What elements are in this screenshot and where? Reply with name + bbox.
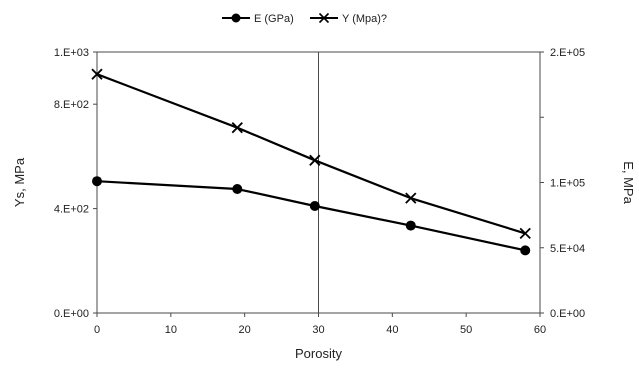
x-tick-label: 30 <box>312 324 324 336</box>
right-y-tick-label: 2.E+05 <box>550 47 585 59</box>
legend-marker-x <box>318 12 330 24</box>
data-point-x <box>309 154 321 166</box>
data-point-x <box>405 192 417 204</box>
data-point-x <box>231 122 243 134</box>
left-y-tick-label: 8.E+02 <box>54 99 89 111</box>
data-point-circle <box>309 200 320 211</box>
x-marker-stroke <box>519 227 531 240</box>
data-point-circle <box>232 184 243 195</box>
legend: E (GPa) Y (Mpa)? <box>222 12 387 25</box>
legend-item: Y (Mpa)? <box>310 12 387 25</box>
x-tick-label: 20 <box>239 324 251 336</box>
right-y-tick-label: 1.E+05 <box>550 178 585 190</box>
series-line <box>96 180 526 252</box>
left-y-axis-title: Ys, MPa <box>12 157 27 207</box>
x-axis-ticks: 0 10 20 30 40 50 60 <box>94 313 546 336</box>
data-point-circle <box>520 245 531 256</box>
x-tick-label: 0 <box>94 324 100 336</box>
x-marker-stroke <box>231 122 243 134</box>
x-marker-stroke <box>405 192 417 204</box>
right-y-tick-label: 5.E+04 <box>550 243 585 255</box>
legend-label: Y (Mpa)? <box>342 13 387 25</box>
left-y-axis-ticks: 0.E+00 4.E+02 8.E+02 1.E+03 <box>54 47 97 320</box>
series-group <box>91 68 531 256</box>
x-marker-stroke <box>91 68 103 80</box>
legend-item: E (GPa) <box>222 13 294 25</box>
data-point-x <box>519 227 531 240</box>
data-point-circle <box>92 176 102 187</box>
x-tick-label: 10 <box>165 324 177 336</box>
data-point-circle <box>405 220 416 231</box>
series-line <box>96 73 526 235</box>
x-tick-label: 60 <box>534 324 546 336</box>
legend-label: E (GPa) <box>254 13 294 25</box>
x-marker-stroke <box>309 154 321 166</box>
right-y-axis-title: E, MPa <box>621 161 636 204</box>
right-y-axis-ticks: 0.E+00 5.E+04 1.E+05 2.E+05 <box>540 47 585 320</box>
chart-frame <box>96 51 541 314</box>
left-y-tick-label: 1.E+03 <box>54 47 89 59</box>
left-y-tick-label: 4.E+02 <box>54 204 89 216</box>
x-tick-label: 40 <box>386 324 398 336</box>
left-y-tick-label: 0.E+00 <box>54 308 89 320</box>
x-tick-label: 50 <box>460 324 472 336</box>
data-point-x <box>91 68 103 80</box>
x-axis-title: Porosity <box>295 346 342 361</box>
legend-marker-circle <box>231 13 241 23</box>
right-y-tick-label: 0.E+00 <box>550 308 585 320</box>
